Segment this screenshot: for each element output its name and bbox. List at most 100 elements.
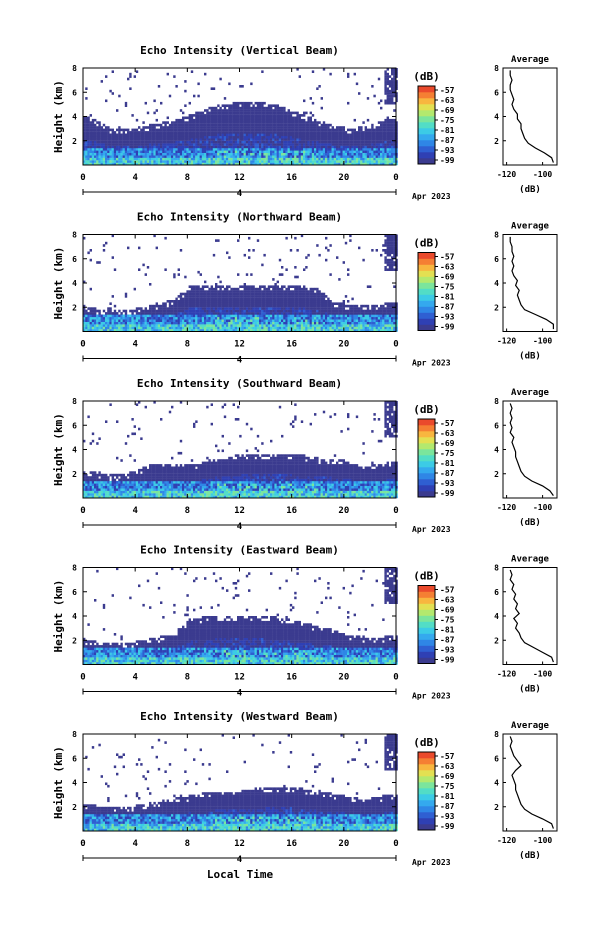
colorbar-swatch bbox=[418, 758, 435, 765]
x-tick-label: 0 bbox=[80, 839, 85, 849]
colorbar-label: -69 bbox=[440, 606, 455, 615]
echo-field bbox=[83, 734, 398, 832]
y-axis-label: Height (km) bbox=[52, 746, 65, 819]
colorbar-unit: (dB) bbox=[413, 736, 440, 749]
x-tick-label: 4 bbox=[132, 340, 138, 350]
colorbar-swatch bbox=[418, 264, 435, 271]
month-label: Apr 2023 bbox=[412, 858, 451, 867]
colorbar-swatch bbox=[418, 252, 435, 259]
date-label: 4 bbox=[237, 522, 243, 532]
colorbar-swatch bbox=[418, 615, 435, 622]
colorbar-label: -93 bbox=[440, 812, 455, 821]
colorbar-swatch bbox=[418, 282, 435, 289]
echo-field bbox=[83, 234, 398, 332]
colorbar-unit: (dB) bbox=[413, 70, 440, 83]
colorbar-label: -69 bbox=[440, 273, 455, 282]
average-y-tick-label: 8 bbox=[494, 64, 499, 73]
colorbar-swatch bbox=[418, 449, 435, 456]
colorbar-label: -81 bbox=[440, 126, 455, 135]
colorbar-swatch bbox=[418, 776, 435, 783]
y-tick-label: 4 bbox=[72, 446, 77, 455]
average-xlabel: (dB) bbox=[519, 518, 541, 528]
colorbar-label: -99 bbox=[440, 656, 455, 665]
x-tick-label: 16 bbox=[286, 173, 297, 183]
x-tick-label: 4 bbox=[132, 506, 138, 516]
colorbar-label: -75 bbox=[440, 782, 455, 791]
y-tick-label: 4 bbox=[72, 279, 77, 288]
average-xlabel: (dB) bbox=[519, 185, 541, 195]
average-frame bbox=[502, 234, 558, 332]
colorbar-label: -75 bbox=[440, 116, 455, 125]
colorbar-label: -81 bbox=[440, 293, 455, 302]
x-tick-label: 0 bbox=[393, 673, 398, 683]
x-tick-label: 16 bbox=[286, 673, 297, 683]
y-tick-label: 2 bbox=[72, 303, 77, 312]
echo-field bbox=[83, 68, 398, 166]
colorbar-label: -87 bbox=[440, 136, 455, 145]
colorbar-label: -57 bbox=[440, 86, 455, 95]
x-tick-label: 4 bbox=[132, 839, 138, 849]
average-y-tick-label: 6 bbox=[494, 255, 499, 264]
colorbar-swatch bbox=[418, 86, 435, 93]
average-y-tick-label: 8 bbox=[494, 397, 499, 406]
average-x-tick-label: -100 bbox=[533, 337, 552, 346]
colorbar-label: -81 bbox=[440, 626, 455, 635]
colorbar-label: -57 bbox=[440, 752, 455, 761]
average-xlabel: (dB) bbox=[519, 685, 541, 695]
colorbar-swatch bbox=[418, 276, 435, 283]
average-x-tick-label: -100 bbox=[533, 503, 552, 512]
colorbar-swatch bbox=[418, 294, 435, 301]
panel-title: Echo Intensity (Westward Beam) bbox=[140, 710, 339, 723]
panel-3: Echo Intensity (Southward Beam) 2 4 6 8 0 4 8 12… bbox=[52, 377, 558, 534]
colorbar-swatch bbox=[418, 104, 435, 111]
colorbar-swatch bbox=[418, 110, 435, 117]
x-tick-label: 12 bbox=[234, 340, 245, 350]
average-x-tick-label: -120 bbox=[497, 170, 516, 179]
colorbar-label: -57 bbox=[440, 586, 455, 595]
colorbar-label: -63 bbox=[440, 596, 455, 605]
colorbar-swatch bbox=[418, 437, 435, 444]
colorbar-label: -63 bbox=[440, 429, 455, 438]
date-label: 4 bbox=[237, 189, 243, 199]
x-tick-label: 12 bbox=[234, 839, 245, 849]
colorbar-label: -63 bbox=[440, 96, 455, 105]
average-x-tick-label: -100 bbox=[533, 670, 552, 679]
y-axis-label: Height (km) bbox=[52, 413, 65, 486]
colorbar-swatch bbox=[418, 158, 435, 165]
date-label: 4 bbox=[237, 356, 243, 366]
colorbar-swatch bbox=[418, 288, 435, 295]
panel-title: Echo Intensity (Northward Beam) bbox=[137, 211, 342, 224]
x-tick-label: 0 bbox=[393, 340, 398, 350]
y-tick-label: 4 bbox=[72, 612, 77, 621]
colorbar-swatch bbox=[418, 764, 435, 771]
average-frame bbox=[502, 567, 558, 665]
colorbar-swatch bbox=[418, 116, 435, 123]
colorbar-label: -57 bbox=[440, 253, 455, 262]
panel-5: Echo Intensity (Westward Beam) 2 4 6 8 0 4 8 12 1… bbox=[52, 710, 558, 867]
average-x-tick-label: -120 bbox=[497, 337, 516, 346]
colorbar-label: -75 bbox=[440, 449, 455, 458]
month-label: Apr 2023 bbox=[412, 525, 451, 534]
average-x-tick-label: -120 bbox=[497, 670, 516, 679]
colorbar-label: -87 bbox=[440, 636, 455, 645]
colorbar-swatch bbox=[418, 485, 435, 492]
y-tick-label: 6 bbox=[72, 754, 77, 763]
average-xlabel: (dB) bbox=[519, 851, 541, 861]
colorbar-label: -93 bbox=[440, 479, 455, 488]
colorbar-swatch bbox=[418, 122, 435, 129]
x-tick-label: 0 bbox=[393, 506, 398, 516]
colorbar-swatch bbox=[418, 639, 435, 646]
average-y-tick-label: 4 bbox=[494, 612, 499, 621]
y-tick-label: 6 bbox=[72, 88, 77, 97]
colorbar-swatch bbox=[418, 128, 435, 135]
colorbar-swatch bbox=[418, 467, 435, 474]
colorbar-swatch bbox=[418, 812, 435, 819]
colorbar-swatch bbox=[418, 473, 435, 480]
colorbar-swatch bbox=[418, 627, 435, 634]
date-label: 4 bbox=[237, 855, 243, 865]
colorbar-label: -99 bbox=[440, 489, 455, 498]
panel-4: Echo Intensity (Eastward Beam) 2 4 6 8 0 4 8 12 1… bbox=[52, 544, 558, 701]
colorbar-label: -93 bbox=[440, 313, 455, 322]
colorbar-label: -99 bbox=[440, 323, 455, 332]
